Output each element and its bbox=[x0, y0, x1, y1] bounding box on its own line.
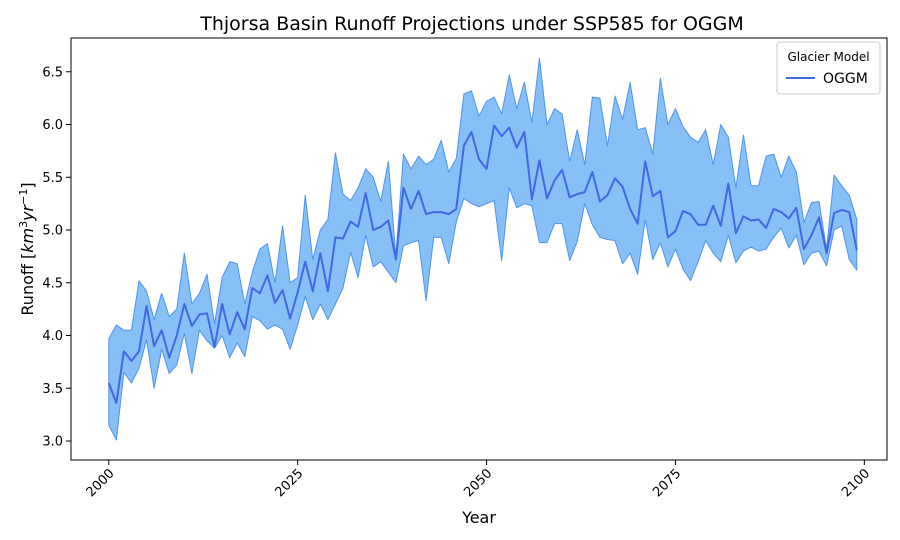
y-axis-title-km: km bbox=[18, 228, 37, 253]
y-tick-label: 5.0 bbox=[42, 224, 63, 239]
y-tick-label: 6.0 bbox=[42, 118, 63, 133]
y-tick-label: 5.5 bbox=[42, 171, 63, 186]
y-axis-title: Runoff [km3yr−1] bbox=[17, 182, 37, 315]
legend-title: Glacier Model bbox=[787, 50, 869, 64]
y-axis-title-yr: yr bbox=[18, 203, 37, 221]
y-tick-label: 4.5 bbox=[42, 276, 63, 291]
x-tick-label: 2000 bbox=[84, 466, 118, 500]
legend: Glacier Model OGGM bbox=[776, 41, 881, 95]
x-axis: 2000 2025 2050 2075 2100 bbox=[84, 460, 873, 500]
legend-label-oggm: OGGM bbox=[823, 71, 868, 87]
y-tick-label: 3.0 bbox=[42, 435, 63, 450]
runoff-series-line-oggm bbox=[107, 124, 858, 405]
x-tick-label: 2100 bbox=[839, 466, 873, 500]
x-tick-label: 2025 bbox=[272, 466, 306, 500]
y-axis: 3.0 3.5 4.0 4.5 5.0 5.5 6.0 6.5 bbox=[42, 65, 71, 450]
y-tick-label: 3.5 bbox=[42, 382, 63, 397]
runoff-range-band bbox=[108, 57, 858, 441]
x-tick-label: 2075 bbox=[650, 466, 684, 500]
y-axis-title-main: Runoff [ bbox=[18, 253, 37, 316]
y-tick-label: 6.5 bbox=[42, 65, 63, 80]
x-axis-title: Year bbox=[461, 508, 496, 527]
y-axis-title-close: ] bbox=[18, 182, 37, 188]
axes-frame bbox=[70, 37, 888, 461]
plot-area bbox=[107, 57, 858, 441]
chart-title: Thjorsa Basin Runoff Projections under S… bbox=[199, 13, 744, 35]
y-axis-title-km-exp: 3 bbox=[17, 221, 30, 228]
y-axis-title-yr-exp: −1 bbox=[17, 189, 30, 205]
x-tick-label: 2050 bbox=[461, 466, 495, 500]
y-tick-label: 4.0 bbox=[42, 329, 63, 344]
legend-box bbox=[776, 41, 881, 95]
